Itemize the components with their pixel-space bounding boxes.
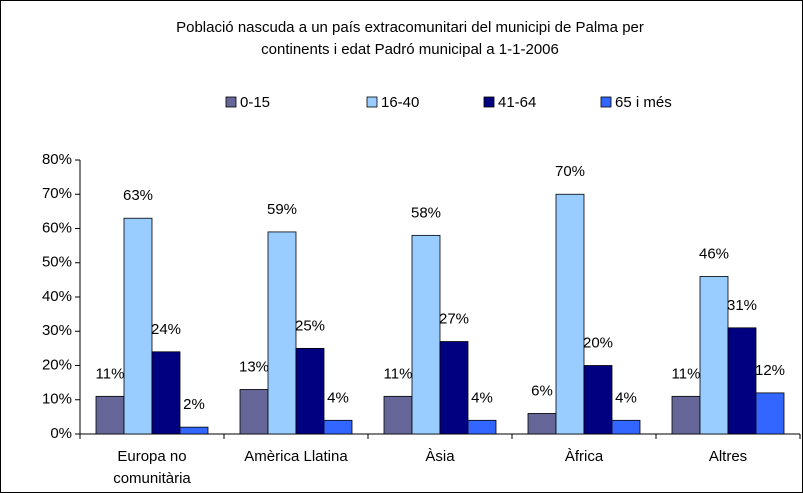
data-label: 24% [151, 321, 181, 338]
legend-swatch [483, 96, 495, 108]
legend-swatch [225, 96, 237, 108]
data-label: 11% [672, 365, 701, 382]
bar [323, 419, 353, 435]
bar [411, 234, 441, 435]
data-label: 63% [123, 187, 153, 204]
data-label: 2% [183, 396, 205, 413]
data-label: 27% [439, 310, 469, 327]
y-tick-label: 0% [50, 425, 72, 442]
legend-label: 65 i més [615, 94, 672, 111]
bar [295, 347, 325, 435]
data-label: 46% [699, 245, 729, 262]
data-label: 25% [295, 317, 325, 334]
y-tick-label: 60% [42, 219, 72, 236]
x-tick-label: Àfrica [564, 448, 604, 465]
bar [439, 341, 469, 435]
bar [555, 193, 585, 435]
data-label: 11% [384, 365, 413, 382]
y-tick-label: 10% [42, 391, 72, 408]
bar [151, 351, 181, 435]
chart-title: continents i edat Padró municipal a 1-1-… [261, 41, 559, 58]
bar [467, 419, 497, 435]
bar [179, 426, 209, 435]
x-tick-label: Altres [708, 448, 748, 465]
bar [611, 419, 641, 435]
y-tick-label: 50% [42, 254, 72, 271]
y-tick-label: 40% [42, 288, 72, 305]
legend-label: 16-40 [381, 94, 419, 111]
bar [123, 217, 153, 435]
bar [583, 365, 613, 435]
data-label: 4% [327, 389, 349, 406]
bar [671, 395, 701, 435]
bar [95, 395, 125, 435]
legend-label: 0-15 [240, 94, 270, 111]
bar [727, 327, 757, 435]
x-tick-label: Europa no comunitària [113, 448, 191, 487]
x-tick-label: Àsia [425, 448, 455, 465]
data-label: 4% [615, 389, 637, 406]
data-label: 4% [471, 389, 493, 406]
data-label: 11% [96, 365, 125, 382]
data-label: 70% [555, 163, 585, 180]
x-tick-label: Amèrica Llatina [244, 448, 348, 465]
y-tick-label: 70% [42, 185, 72, 202]
data-label: 20% [583, 334, 613, 351]
bar [383, 395, 413, 435]
legend-swatch [366, 96, 378, 108]
bar [527, 413, 557, 435]
bar [699, 276, 729, 435]
data-label: 6% [531, 382, 553, 399]
data-label: 13% [239, 358, 269, 375]
bar [239, 389, 269, 435]
data-label: 58% [411, 204, 441, 221]
legend-label: 41-64 [498, 94, 536, 111]
data-label: 59% [267, 201, 297, 218]
y-tick-label: 20% [42, 356, 72, 373]
y-tick-label: 80% [42, 151, 72, 168]
data-label: 31% [727, 297, 757, 314]
data-label: 12% [755, 362, 785, 379]
bar [267, 231, 297, 435]
legend-swatch [600, 96, 612, 108]
bar [755, 392, 785, 435]
y-tick-label: 30% [42, 322, 72, 339]
chart-title: Població nascuda a un país extracomunita… [176, 19, 644, 36]
